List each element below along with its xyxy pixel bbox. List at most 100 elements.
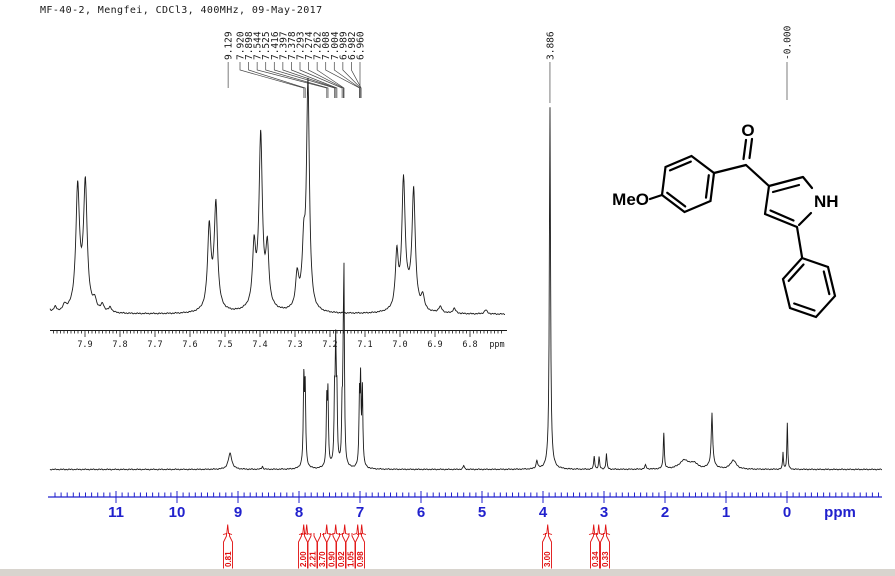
inset-tick-label: 7.0: [392, 340, 407, 350]
carbonyl-oxygen-label: O: [741, 121, 754, 140]
inset-axis-unit: ppm: [489, 340, 504, 350]
pyrrole-double-bonds: [769, 183, 801, 222]
integral-value: 2.00: [299, 551, 308, 567]
main-tick-label: 5: [478, 504, 486, 521]
integral-annotations: 0.81 2.00 2.21 3.70 0.90 0.92 1.05 0.98 3.00 0.34…: [222, 524, 611, 569]
main-tick-label: 11: [108, 504, 124, 521]
peak-pointer-line: [299, 62, 343, 98]
main-tick-label: 6: [417, 504, 425, 521]
main-spectrum-curve: [49, 107, 882, 471]
peak-pointer-line: [291, 62, 338, 98]
integral-value: 2.21: [309, 551, 318, 567]
integral-bracket: [355, 533, 365, 569]
main-tick-label: 2: [661, 504, 669, 521]
inset-tick-label: 7.1: [357, 340, 372, 350]
inset-tick-label: 6.8: [462, 340, 477, 350]
main-axis-ticks: [54, 491, 879, 503]
peak-label: -0.000: [783, 25, 794, 60]
integral-bracket: [326, 533, 337, 569]
integral-value: 0.90: [328, 551, 337, 567]
peak-pointer-line: [248, 62, 306, 98]
inset-tick-label: 7.5: [217, 340, 232, 350]
window-bottom-edge: [0, 569, 895, 576]
integral-value: 0.34: [591, 551, 600, 567]
peak-label: 6.982: [347, 31, 358, 60]
inset-tick-label: 7.6: [182, 340, 197, 350]
peak-label: 7.898: [244, 31, 255, 60]
peak-label: 7.397: [278, 31, 289, 60]
integral-trace: [321, 524, 332, 535]
peak-pointer-line: [342, 62, 362, 98]
integral-trace: [339, 524, 350, 535]
peak-label: 7.262: [313, 31, 324, 60]
pyrrole-ring: [763, 175, 814, 229]
inset-tick-label: 7.3: [287, 340, 302, 350]
integral-trace: [600, 524, 611, 535]
carbonyl-bonds: [712, 137, 771, 188]
molecule-structure: MeO O NH: [612, 121, 839, 319]
main-tick-label: 0: [783, 504, 791, 521]
main-tick-label: 10: [169, 504, 186, 521]
peak-label: 7.416: [270, 31, 281, 60]
integral-bracket: [336, 533, 346, 569]
peak-label: 6.960: [356, 31, 367, 60]
integral-value: 0.81: [224, 551, 233, 567]
peak-pointer-line: [273, 62, 335, 98]
integral-bracket: [590, 533, 600, 569]
inset-aromatic-region: 7.9 7.8 7.7 7.6 7.5 7.4 7.3 7.2 7.1 7.0 6.9 6.8 ppm: [49, 77, 507, 350]
inset-spectrum-curve: [49, 77, 505, 316]
peak-label: 7.920: [236, 31, 247, 60]
peak-pointer-line: [239, 62, 305, 98]
methoxy-bond: [648, 193, 664, 201]
integral-bracket: [600, 533, 610, 569]
integral-value: 3.70: [318, 551, 327, 567]
peak-pointer-line: [308, 62, 344, 98]
integral-trace: [222, 524, 233, 535]
integral-bracket: [542, 533, 552, 569]
peak-pointer-line: [316, 62, 345, 98]
integral-bracket: [317, 533, 327, 569]
main-axis-unit: ppm: [824, 504, 856, 521]
peak-label: 7.378: [287, 31, 298, 60]
main-x-axis: 11 10 9 8 7 6 5 4 3 2 1 0 ppm: [48, 491, 882, 521]
peak-label: 7.274: [304, 31, 315, 60]
inset-tick-label: 7.7: [147, 340, 162, 350]
benzene-ring-methoxyphenyl-double-bonds: [666, 160, 710, 208]
inset-tick-label: 7.8: [112, 340, 127, 350]
nh-label: NH: [814, 192, 839, 211]
inset-tick-label: 7.2: [322, 340, 337, 350]
integral-bracket: [223, 533, 233, 569]
peak-label: 7.525: [261, 31, 272, 60]
integral-value: 0.98: [356, 551, 365, 567]
inset-tick-label: 7.9: [77, 340, 92, 350]
integral-trace: [542, 524, 553, 535]
main-tick-label: 4: [539, 504, 548, 521]
integral-bracket: [345, 533, 356, 569]
peak-pointer-line: [265, 62, 329, 98]
inset-tick-label: 6.9: [427, 340, 442, 350]
peak-label: 7.544: [253, 31, 264, 60]
pyrrole-phenyl-bond: [795, 225, 804, 259]
peak-label: 6.989: [338, 31, 349, 60]
peak-pointer-line: [351, 62, 362, 98]
main-tick-label: 1: [722, 504, 730, 521]
main-tick-label: 3: [600, 504, 608, 521]
peak-pointer-line: [333, 62, 361, 98]
peak-pointer-line: [256, 62, 328, 98]
peak-label: 3.886: [545, 31, 556, 60]
peak-label: 7.293: [296, 31, 307, 60]
peak-pointer-line: [282, 62, 337, 98]
inset-tick-label: 7.4: [252, 340, 267, 350]
peak-label: 9.129: [224, 31, 235, 60]
phenyl-ring: [781, 256, 837, 319]
phenyl-double-bonds: [787, 263, 831, 312]
integral-value: 1.05: [347, 551, 356, 567]
integral-trace: [330, 524, 341, 535]
main-tick-label: 7: [356, 504, 364, 521]
experiment-title: MF-40-2, Mengfei, CDCl3, 400MHz, 09-May-…: [40, 5, 323, 16]
integral-trace: [356, 524, 367, 535]
inset-axis-ticks: [53, 330, 502, 337]
peak-label: 7.008: [321, 31, 332, 60]
